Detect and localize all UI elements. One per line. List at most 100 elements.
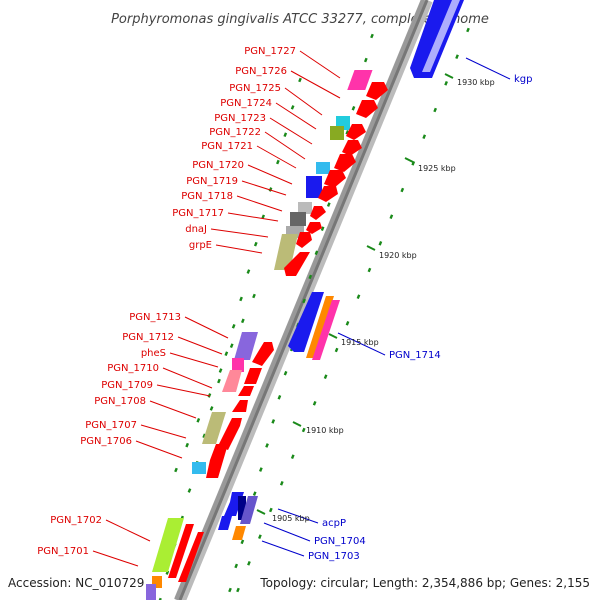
gene-PGN_1717-shape[interactable] (290, 212, 306, 226)
gene-label-PGN_1709[interactable]: PGN_1709 (101, 380, 153, 391)
gene-PGN_1718-shape[interactable] (298, 202, 312, 214)
gene-label-PGN_1720[interactable]: PGN_1720 (192, 160, 244, 171)
gene-label-PGN_1710[interactable]: PGN_1710 (107, 363, 159, 374)
ruler-dot (231, 324, 236, 329)
gene-label-PGN_1714[interactable]: PGN_1714 (389, 350, 441, 361)
gene-label-PGN_1721[interactable]: PGN_1721 (201, 141, 253, 152)
gene-PGN_1721-shape[interactable] (334, 154, 356, 172)
ruler-dot (277, 395, 282, 400)
gene-label-PGN_1713[interactable]: PGN_1713 (129, 312, 181, 323)
ruler-dot (247, 561, 251, 566)
gene-label-PGN_1707[interactable]: PGN_1707 (85, 420, 137, 431)
ruler-dot (345, 321, 350, 326)
gene-PGN_1706-shape[interactable] (192, 462, 206, 474)
ruler-dot (363, 57, 368, 63)
ruler-dot (229, 343, 234, 349)
gene-label-PGN_1719[interactable]: PGN_1719 (186, 176, 238, 187)
ruler-dot (240, 539, 245, 545)
ruler-dot (367, 267, 372, 273)
gene-PGN_1722-shape[interactable] (342, 140, 362, 156)
ruler-dot (268, 187, 273, 192)
leader-line (284, 87, 323, 116)
ruler-dot (323, 374, 328, 379)
leader-line (337, 332, 386, 356)
gene-label-pheS[interactable]: pheS (141, 348, 166, 359)
gene-PGN_1702-shape[interactable] (152, 518, 184, 572)
gene-label-PGN_1722[interactable]: PGN_1722 (209, 127, 261, 138)
ruler-dot (351, 105, 356, 111)
ruler-dot (320, 226, 325, 231)
gene-label-PGN_1726[interactable]: PGN_1726 (235, 66, 287, 77)
leader-line (105, 519, 151, 542)
gene-label-PGN_1727[interactable]: PGN_1727 (244, 46, 296, 57)
leader-line (135, 440, 183, 459)
gene-label-PGN_1701[interactable]: PGN_1701 (37, 546, 89, 557)
ruler-major-tick (366, 245, 376, 251)
ruler-dot (234, 563, 239, 569)
gene-PGN_1703-shape[interactable] (232, 526, 246, 540)
ruler-dot (240, 318, 245, 324)
gene-label-PGN_1708[interactable]: PGN_1708 (94, 396, 146, 407)
gene-label-PGN_1706[interactable]: PGN_1706 (80, 436, 132, 447)
ruler-dot (268, 507, 273, 513)
gene-label-PGN_1725[interactable]: PGN_1725 (229, 83, 281, 94)
ruler-dot (279, 481, 284, 486)
gene-label-PGN_1723[interactable]: PGN_1723 (214, 113, 266, 124)
leader-line (275, 102, 317, 130)
leader-line (215, 244, 263, 254)
ruler-dot (334, 347, 339, 353)
gene-label-dnaJ[interactable]: dnaJ (185, 224, 207, 235)
gene-label-PGN_1702[interactable]: PGN_1702 (50, 515, 102, 526)
ruler-dot (466, 27, 470, 33)
ruler-dot (252, 491, 257, 496)
leader-line (465, 57, 511, 80)
gene-PGN_1709-shape[interactable] (232, 400, 248, 412)
ruler-dot (246, 269, 251, 274)
gene-PGN_1713-shape[interactable] (234, 332, 258, 360)
gene-PGN_1727-shape[interactable] (347, 70, 373, 90)
ruler-dot (258, 534, 262, 539)
gene-label-PGN_1718[interactable]: PGN_1718 (181, 191, 233, 202)
gene-label-grpE[interactable]: grpE (189, 240, 212, 251)
ruler-dot (252, 293, 256, 299)
gene-label-PGN_1703[interactable]: PGN_1703 (308, 551, 360, 562)
gene-label-PGN_1712[interactable]: PGN_1712 (122, 332, 174, 343)
gene-label-acpP[interactable]: acpP (322, 518, 346, 529)
gene-label-PGN_1704[interactable]: PGN_1704 (314, 536, 366, 547)
gene-PGN_1714-shape[interactable] (288, 292, 324, 352)
ruler-dot (378, 241, 383, 246)
leader-line (290, 70, 341, 99)
gene-label-kgp[interactable]: kgp (514, 74, 533, 85)
genome-backbone (174, 0, 433, 600)
gene-PGN_1720-shape[interactable] (316, 162, 330, 174)
leader-line (149, 400, 197, 419)
gene-label-PGN_1717[interactable]: PGN_1717 (172, 208, 224, 219)
ruler-major-tick (404, 157, 414, 163)
ruler-dot (253, 241, 258, 247)
gene-PGN_1712-shape[interactable] (232, 358, 244, 372)
ruler-dot (187, 488, 192, 493)
leader-line (261, 540, 305, 557)
ruler-dot (239, 296, 243, 302)
leader-line (264, 131, 306, 160)
ruler-dot (165, 570, 170, 575)
gene-PGN_1701-shape[interactable] (152, 576, 162, 588)
leader-line (241, 180, 287, 196)
accession-label: Accession: NC_010729 (8, 576, 144, 590)
map-title: Porphyromonas gingivalis ATCC 33277, com… (111, 12, 489, 27)
gene-PGN_1719-shape[interactable] (306, 176, 322, 198)
right-gene-labels: kgp PGN_1714 acpP PGN_1704 PGN_1703 (261, 57, 533, 562)
gene-PGN_1723-shape[interactable] (330, 126, 344, 140)
ruler-dot (308, 274, 313, 280)
gene-pheS-shape[interactable] (222, 370, 242, 392)
ruler-dot (389, 214, 394, 219)
gene-PGN_1707-shape[interactable] (202, 412, 226, 444)
leader-line (269, 117, 313, 145)
gene-PGN_1726-shape[interactable] (366, 82, 388, 100)
gene-label-PGN_1724[interactable]: PGN_1724 (220, 98, 272, 109)
gene-PGN_1725-shape[interactable] (356, 100, 378, 118)
ruler-dot (158, 597, 162, 600)
leader-line (210, 228, 269, 238)
gene-PGN_1704-shape[interactable] (240, 496, 258, 524)
